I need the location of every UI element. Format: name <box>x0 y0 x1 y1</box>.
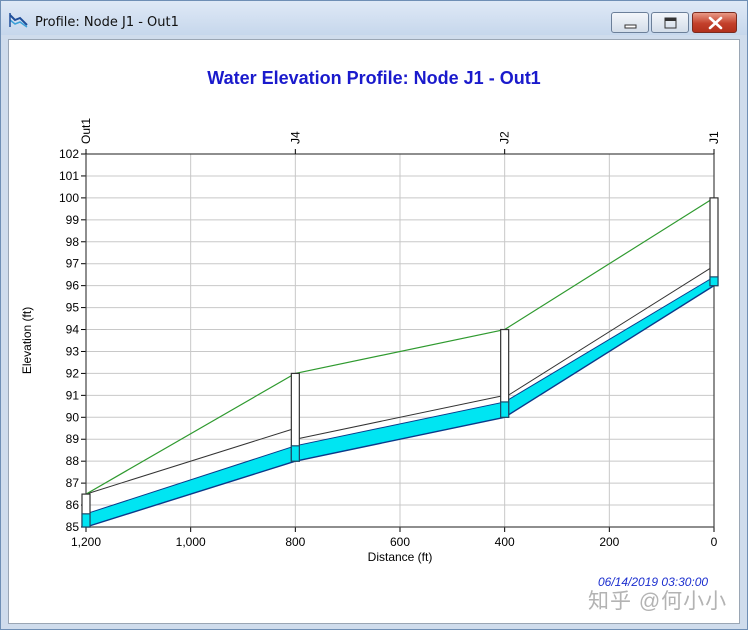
y-tick-label: 98 <box>66 235 80 249</box>
y-tick-label: 100 <box>59 191 79 205</box>
x-tick-label: 1,200 <box>71 535 101 549</box>
conduit-crown <box>295 394 505 440</box>
water-surface <box>86 445 296 527</box>
x-tick-label: 200 <box>599 535 619 549</box>
y-axis-label: Elevation (ft) <box>20 307 34 374</box>
close-button[interactable] <box>692 12 737 33</box>
chart-title: Water Elevation Profile: Node J1 - Out1 <box>207 68 541 88</box>
water-line <box>295 401 505 447</box>
y-tick-label: 86 <box>66 498 80 512</box>
x-tick-label: 0 <box>711 535 718 549</box>
water-line <box>504 276 715 403</box>
water-line <box>85 445 296 515</box>
y-tick-label: 99 <box>66 213 80 227</box>
conduit-invert <box>504 285 715 418</box>
maximize-icon <box>664 17 677 29</box>
y-tick-label: 93 <box>66 344 80 358</box>
profile-app-icon <box>9 13 28 28</box>
y-tick-label: 102 <box>59 147 79 161</box>
node-water <box>290 445 300 462</box>
timestamp: 06/14/2019 03:30:00 <box>598 575 709 589</box>
x-tick-label: 400 <box>495 535 515 549</box>
maximize-button[interactable] <box>651 12 689 33</box>
y-tick-label: 91 <box>66 388 80 402</box>
plot-frame <box>85 153 715 528</box>
y-tick-label: 89 <box>66 432 80 446</box>
water-surface <box>504 276 714 418</box>
node-water <box>500 401 510 418</box>
x-axis-label: Distance (ft) <box>368 550 433 564</box>
node-label: J2 <box>498 131 512 144</box>
y-tick-label: 95 <box>66 301 80 315</box>
node-manhole <box>709 197 719 287</box>
watermark: 知乎 @何小小 <box>588 590 728 613</box>
water-surface <box>295 401 505 462</box>
conduit-crown <box>85 427 296 495</box>
node-water <box>709 276 719 287</box>
x-tick-label: 600 <box>390 535 410 549</box>
y-tick-label: 92 <box>66 366 80 380</box>
close-icon <box>708 16 723 30</box>
ground-line <box>85 197 715 495</box>
y-tick-label: 97 <box>66 257 80 271</box>
node-water <box>81 513 91 528</box>
conduit-crown <box>504 265 715 398</box>
node-label: J1 <box>707 131 721 144</box>
x-tick-label: 800 <box>285 535 305 549</box>
node-label: Out1 <box>79 118 93 144</box>
window-title: Profile: Node J1 - Out1 <box>35 15 179 30</box>
y-tick-label: 90 <box>66 410 80 424</box>
y-tick-label: 88 <box>66 454 80 468</box>
x-tick-label: 1,000 <box>176 535 206 549</box>
y-tick-label: 101 <box>59 169 79 183</box>
y-tick-label: 87 <box>66 476 80 490</box>
conduit-invert <box>295 416 505 462</box>
y-tick-label: 94 <box>66 323 80 337</box>
minimize-icon <box>624 24 637 29</box>
y-tick-label: 96 <box>66 279 80 293</box>
title-bar[interactable]: Profile: Node J1 - Out1 <box>1 1 747 35</box>
conduit-invert <box>85 460 296 528</box>
node-label: J4 <box>288 131 302 144</box>
minimize-button[interactable] <box>611 12 649 33</box>
y-tick-label: 85 <box>66 520 80 534</box>
